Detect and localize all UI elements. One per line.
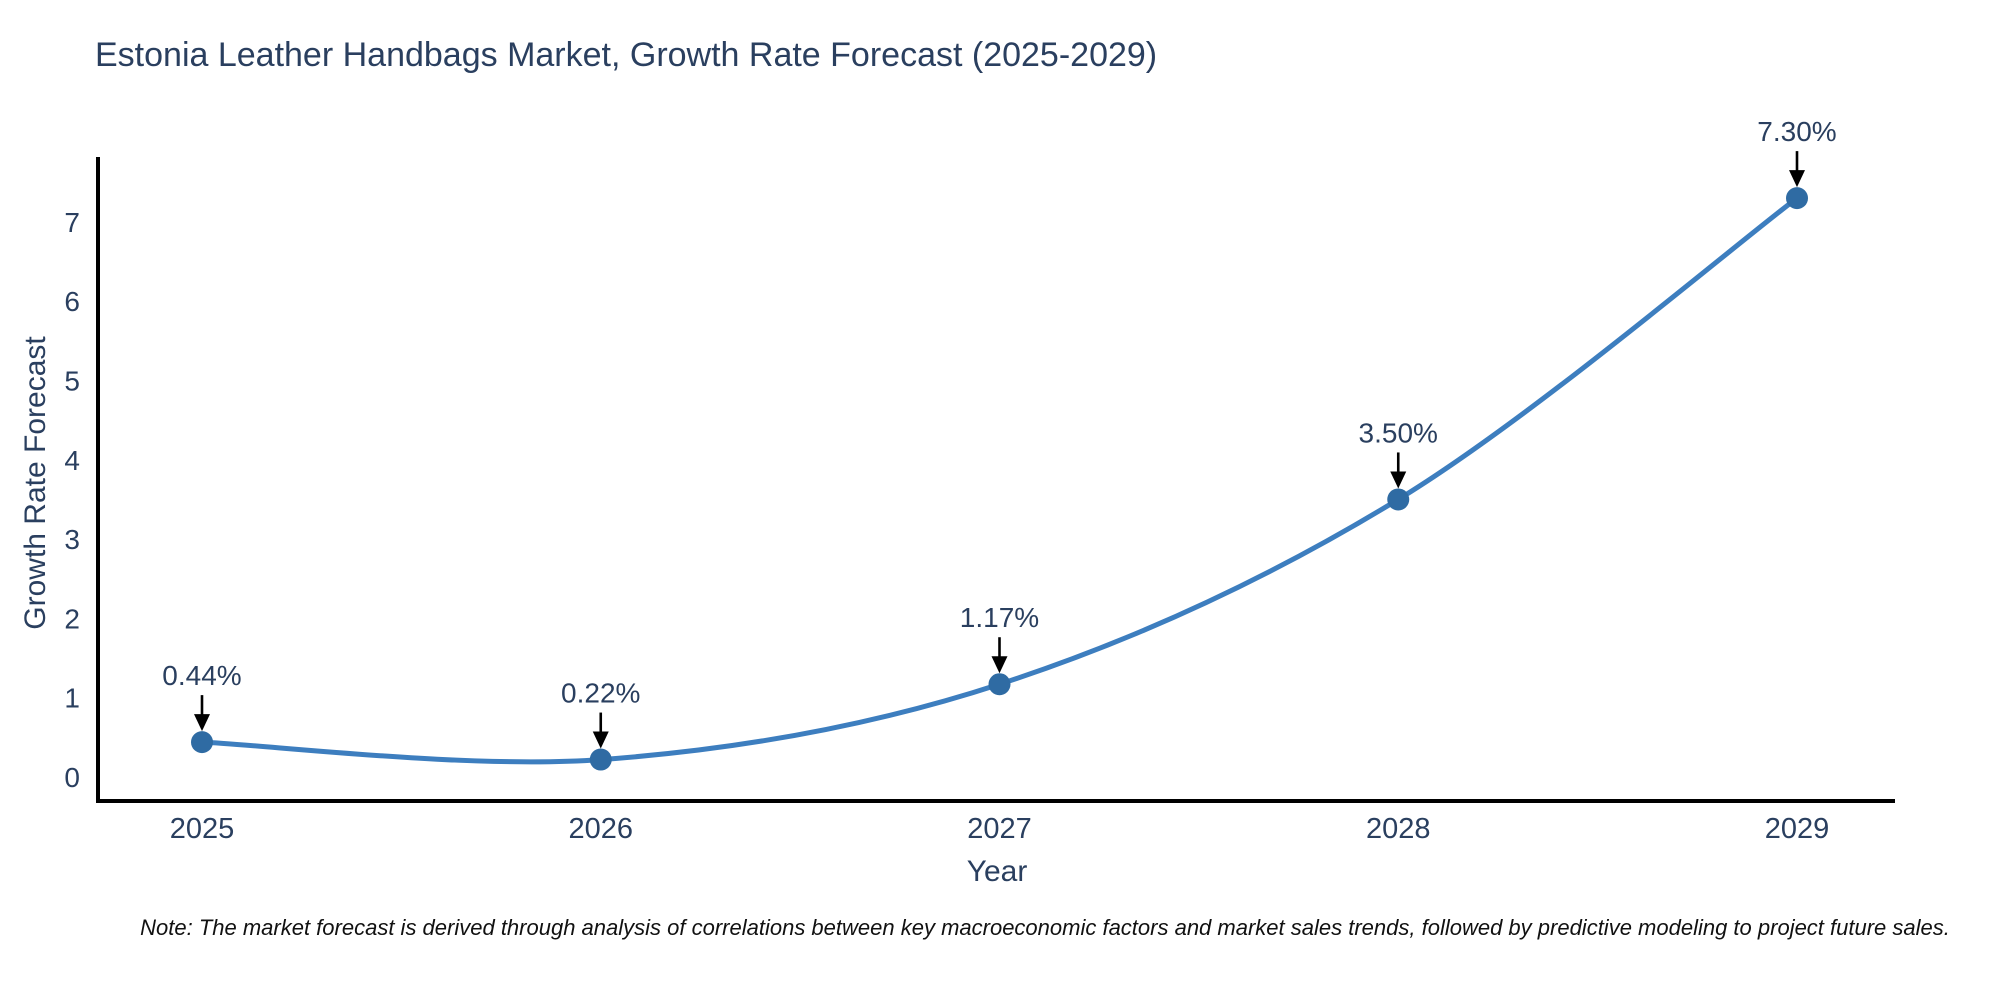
annotation-arrowhead-icon <box>1789 170 1805 188</box>
x-tick-label: 2028 <box>1366 813 1431 845</box>
data-label: 7.30% <box>1757 116 1836 147</box>
y-tick-label: 1 <box>64 683 80 714</box>
y-tick-label: 3 <box>64 524 80 555</box>
annotation-arrowhead-icon <box>592 731 609 749</box>
data-label: 0.22% <box>561 678 640 709</box>
y-tick-label: 4 <box>64 445 80 476</box>
x-tick-label: 2025 <box>170 813 235 845</box>
y-tick-label: 6 <box>64 286 80 317</box>
data-label: 1.17% <box>960 602 1039 633</box>
x-tick-label: 2026 <box>568 813 633 845</box>
x-axis-title: Year <box>966 855 1028 888</box>
data-point-marker <box>589 748 612 771</box>
data-point-marker <box>1786 187 1808 210</box>
data-label: 0.44% <box>162 660 241 691</box>
y-tick-label: 7 <box>64 207 80 238</box>
y-tick-label: 0 <box>64 762 80 793</box>
x-tick-label: 2029 <box>1765 813 1830 845</box>
y-tick-label: 2 <box>64 603 80 634</box>
data-point-marker <box>988 673 1011 696</box>
annotation-arrowhead-icon <box>1390 471 1407 489</box>
chart-title: Estonia Leather Handbags Market, Growth … <box>95 36 1158 74</box>
annotation-arrowhead-icon <box>991 656 1008 674</box>
annotation-arrowhead-icon <box>194 714 210 732</box>
data-point-marker <box>191 731 213 754</box>
y-axis-title: Growth Rate Forecast <box>19 336 52 630</box>
x-tick-label: 2027 <box>967 813 1032 845</box>
data-label: 3.50% <box>1359 417 1438 448</box>
data-point-marker <box>1387 488 1410 511</box>
y-tick-label: 5 <box>64 366 80 397</box>
footnote: Note: The market forecast is derived thr… <box>140 915 1950 940</box>
